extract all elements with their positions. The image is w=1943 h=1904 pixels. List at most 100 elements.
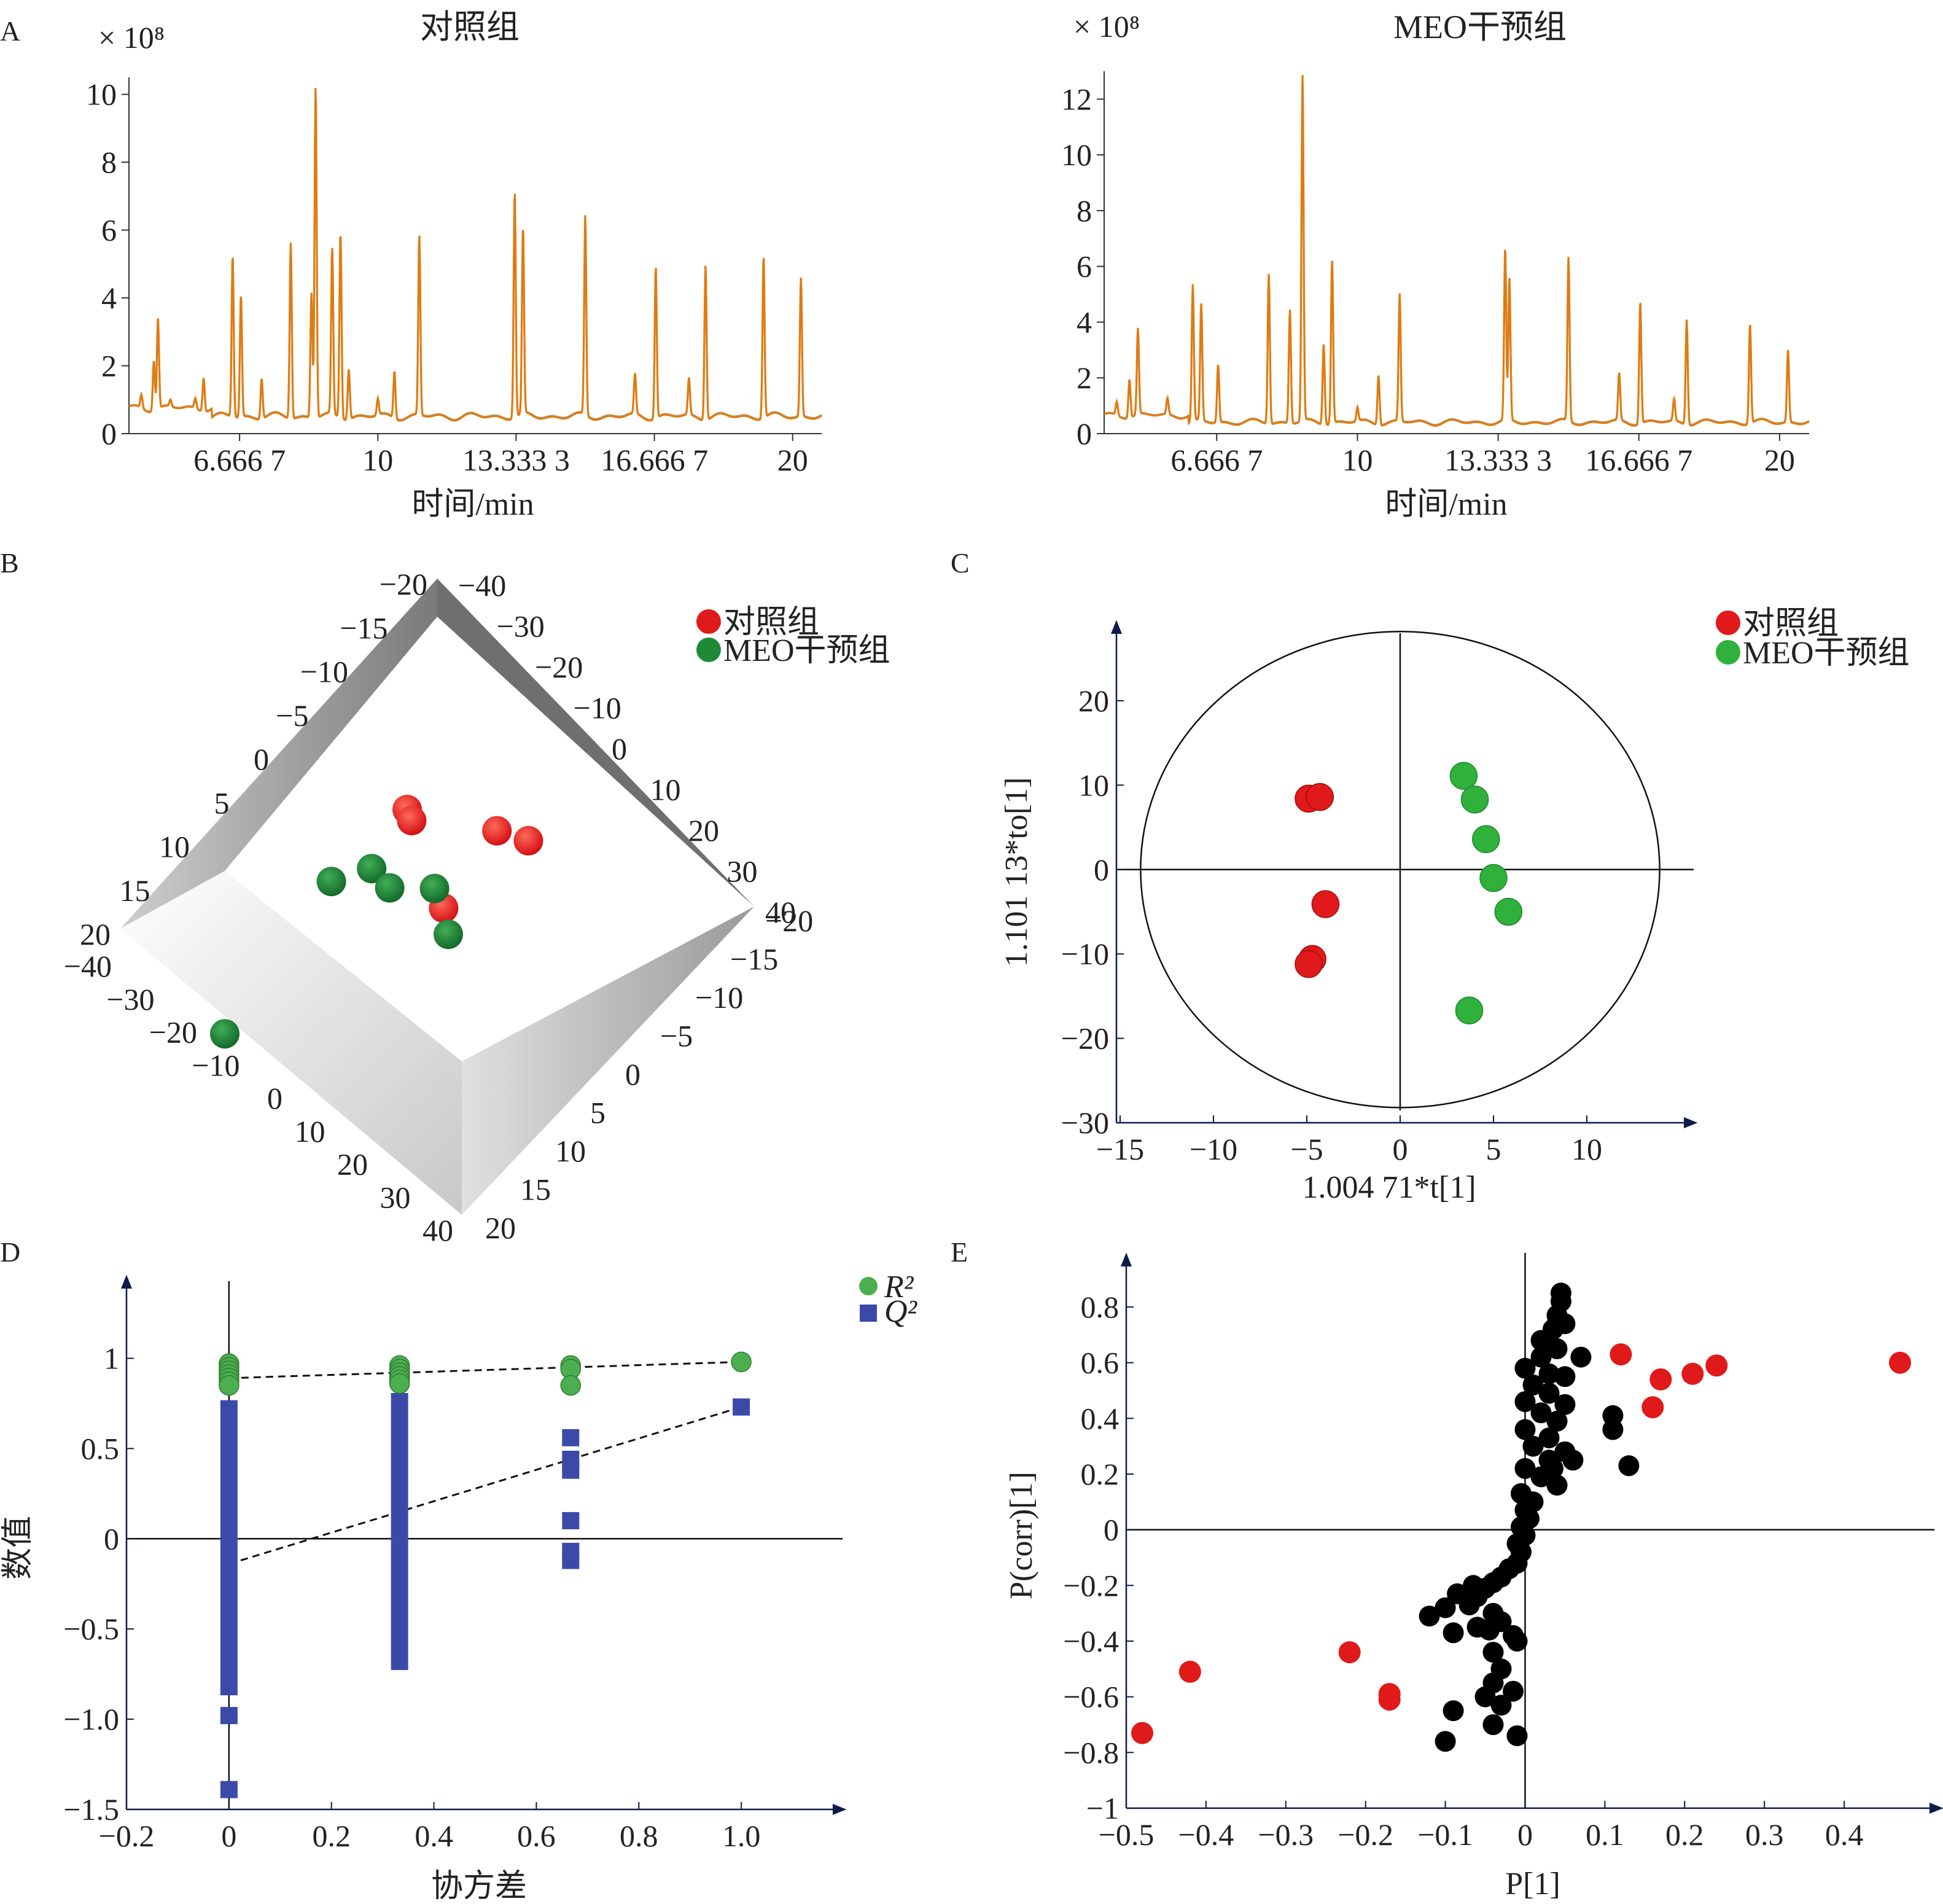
metabolite-point	[1530, 1330, 1552, 1351]
metabolite-point	[1435, 1597, 1456, 1618]
axis-tick-label-top-left: −15	[340, 611, 387, 645]
x-tick-label: −0.3	[1258, 1817, 1314, 1852]
metabolite-point	[1546, 1410, 1568, 1432]
y-tick-label: −1	[1086, 1791, 1119, 1825]
x-tick-label: 0.2	[1665, 1817, 1704, 1852]
x-tick-label: 13.333 3	[462, 443, 570, 477]
control-sample-point	[1295, 950, 1323, 978]
signal-trace	[1104, 75, 1810, 427]
meo-sample-point	[1479, 864, 1508, 892]
panel-a-control-chromatogram: 对照组 × 10⁸ 时间/min 0 2 4 6 8 10 6.666 7 10 13.333 …	[86, 9, 822, 522]
meo-sample-point	[357, 854, 387, 884]
y-tick-label: 2	[101, 349, 117, 383]
x-tick-label: 20	[777, 443, 808, 477]
y-tick-label: −20	[1061, 1021, 1109, 1056]
metabolite-point	[1514, 1391, 1536, 1413]
metabolite-point	[1419, 1606, 1440, 1627]
front-wall-right	[462, 907, 754, 1215]
metabolite-point	[1522, 1374, 1544, 1395]
axis-tick-label-top-left: 15	[120, 873, 150, 908]
metabolite-point	[1543, 1457, 1563, 1479]
significant-metabolite-point	[1641, 1396, 1664, 1419]
y-multiplier-label: × 10⁸	[1073, 9, 1140, 44]
back-wall-left	[120, 579, 437, 929]
q2-permutation-stack	[391, 1393, 408, 1671]
axis-tick-label-top-right: 30	[727, 854, 758, 889]
axis-tick-label-top-left: −20	[380, 567, 427, 601]
panel-letter-b: B	[0, 547, 19, 579]
back-wall-right	[437, 579, 754, 907]
x-tick-label: 10	[1571, 1132, 1602, 1166]
axis-tick-label-bottom-left: −10	[192, 1048, 239, 1082]
x-tick-label: 16.666 7	[601, 443, 708, 477]
control-sample-point	[397, 806, 427, 835]
metabolite-point	[1522, 1435, 1544, 1457]
axis-tick-label-top-left: −10	[300, 655, 348, 689]
metabolite-point	[1530, 1402, 1552, 1424]
r2-point	[389, 1373, 410, 1394]
y-tick-label: −0.4	[1063, 1624, 1119, 1658]
axis-tick-label-bottom-right: 0	[625, 1057, 641, 1091]
y-tick-label: 10	[1061, 138, 1092, 172]
panel-d-permutation-test: −0.2 0 0.2 0.4 0.6 0.8 1.0 −1.5 −1.0 −0.5 0 0.5 1 协方…	[1, 1270, 918, 1904]
metabolite-point	[1530, 1346, 1552, 1368]
metabolite-point	[1554, 1366, 1576, 1387]
x-tick-label: 1.0	[722, 1819, 761, 1853]
meo-sample-point	[1494, 897, 1523, 926]
x-tick-label: 0	[1517, 1817, 1533, 1852]
y-tick-label: 10	[86, 77, 117, 112]
metabolite-point	[1506, 1631, 1528, 1652]
r2-point	[560, 1375, 582, 1396]
y-tick-label: 1	[104, 1341, 119, 1376]
x-tick-label: 0.4	[1825, 1817, 1864, 1852]
axis-tick-label-bottom-left: −20	[149, 1015, 197, 1050]
q2-point	[562, 1551, 580, 1569]
metabolite-point	[1538, 1383, 1560, 1404]
y-tick-label: 0	[1094, 853, 1109, 887]
x-tick-label: 0.1	[1586, 1817, 1624, 1852]
axis-tick-label-top-left: −5	[276, 698, 308, 733]
metabolite-point	[1602, 1419, 1624, 1440]
metabolite-point	[1514, 1457, 1536, 1479]
y-tick-label: −0.8	[1063, 1735, 1119, 1769]
y-tick-label: −1.0	[63, 1702, 119, 1736]
x-tick-label: 0	[1393, 1132, 1408, 1166]
metabolite-point	[1538, 1363, 1560, 1384]
axis-tick-label-top-right: −30	[497, 609, 545, 644]
y-tick-label: 10	[1078, 768, 1109, 802]
x-tick-label: 13.333 3	[1444, 443, 1552, 477]
signal-trace-secondary	[1104, 84, 1810, 426]
significant-metabolite-point	[1131, 1722, 1153, 1744]
meo-sample-point	[1460, 785, 1489, 814]
metabolite-point	[1482, 1714, 1504, 1735]
metabolite-point	[1546, 1475, 1568, 1496]
legend-label-control: 对照组	[723, 605, 819, 640]
y-tick-label: −0.6	[1063, 1680, 1119, 1714]
x-tick-label: 0.2	[312, 1819, 351, 1853]
metabolite-point	[1554, 1394, 1576, 1415]
meo-sample-point	[1455, 996, 1484, 1024]
axis-tick-label-top-left: 10	[159, 830, 190, 864]
metabolite-point	[1443, 1700, 1464, 1722]
y-tick-label: 0	[104, 1521, 119, 1556]
y-axis-label: 1.101 13*to[1]	[999, 777, 1034, 967]
axis-tick-label-bottom-right: −15	[730, 942, 778, 977]
meo-sample-point	[434, 919, 463, 950]
y-tick-label: 8	[101, 145, 117, 179]
metabolite-point	[1443, 1622, 1464, 1644]
metabolite-point	[1554, 1313, 1576, 1335]
x-tick-label: −0.4	[1178, 1817, 1234, 1852]
panel-e-s-plot: −0.5 −0.4 −0.3 −0.2 −0.1 0 0.1 0.2 0.3 0.4 −1 −0.8 −…	[1004, 1252, 1943, 1902]
axis-tick-label-bottom-left: 20	[337, 1147, 368, 1182]
significant-metabolite-point	[1889, 1351, 1911, 1374]
y-tick-label: −1.5	[63, 1792, 119, 1827]
front-wall-left	[120, 871, 462, 1215]
y-axis-label: P(corr)[1]	[1004, 1472, 1039, 1599]
legend-marker-control	[696, 609, 721, 634]
axis-tick-label-top-right: 0	[612, 732, 627, 766]
axis-tick-label-top-right: −20	[535, 650, 583, 684]
axis-tick-label-bottom-left: −30	[106, 982, 154, 1016]
axis-tick-label-top-right: 20	[688, 813, 719, 848]
control-sample-point	[513, 825, 543, 856]
y-tick-label: 8	[1077, 193, 1092, 228]
